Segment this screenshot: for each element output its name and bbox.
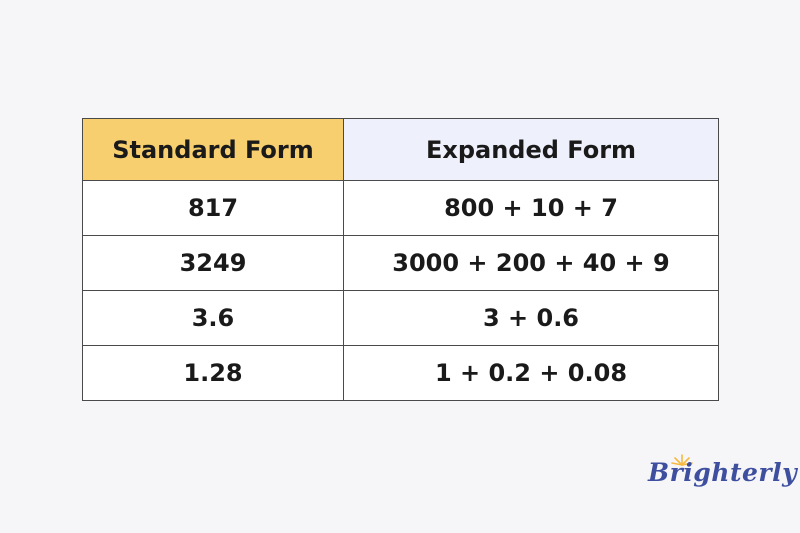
expanded-cell: 3 + 0.6 xyxy=(343,290,719,346)
header-standard-form: Standard Form xyxy=(82,118,344,181)
standard-cell: 817 xyxy=(82,180,344,236)
expanded-cell: 1 + 0.2 + 0.08 xyxy=(343,345,719,401)
table-row: 817 800 + 10 + 7 xyxy=(82,180,719,236)
standard-cell: 3249 xyxy=(82,235,344,291)
header-expanded-form: Expanded Form xyxy=(343,118,719,181)
expanded-cell: 800 + 10 + 7 xyxy=(343,180,719,236)
table-row: 1.28 1 + 0.2 + 0.08 xyxy=(82,345,719,401)
table-row: 3.6 3 + 0.6 xyxy=(82,290,719,346)
expanded-cell: 3000 + 200 + 40 + 9 xyxy=(343,235,719,291)
header-row: Standard Form Expanded Form xyxy=(82,118,719,181)
standard-cell: 3.6 xyxy=(82,290,344,346)
table-row: 3249 3000 + 200 + 40 + 9 xyxy=(82,235,719,291)
brighterly-logo: Brighterly xyxy=(648,458,798,487)
sun-icon xyxy=(671,454,693,466)
standard-cell: 1.28 xyxy=(82,345,344,401)
standard-expanded-form-table: Standard Form Expanded Form 817 800 + 10… xyxy=(82,118,719,401)
